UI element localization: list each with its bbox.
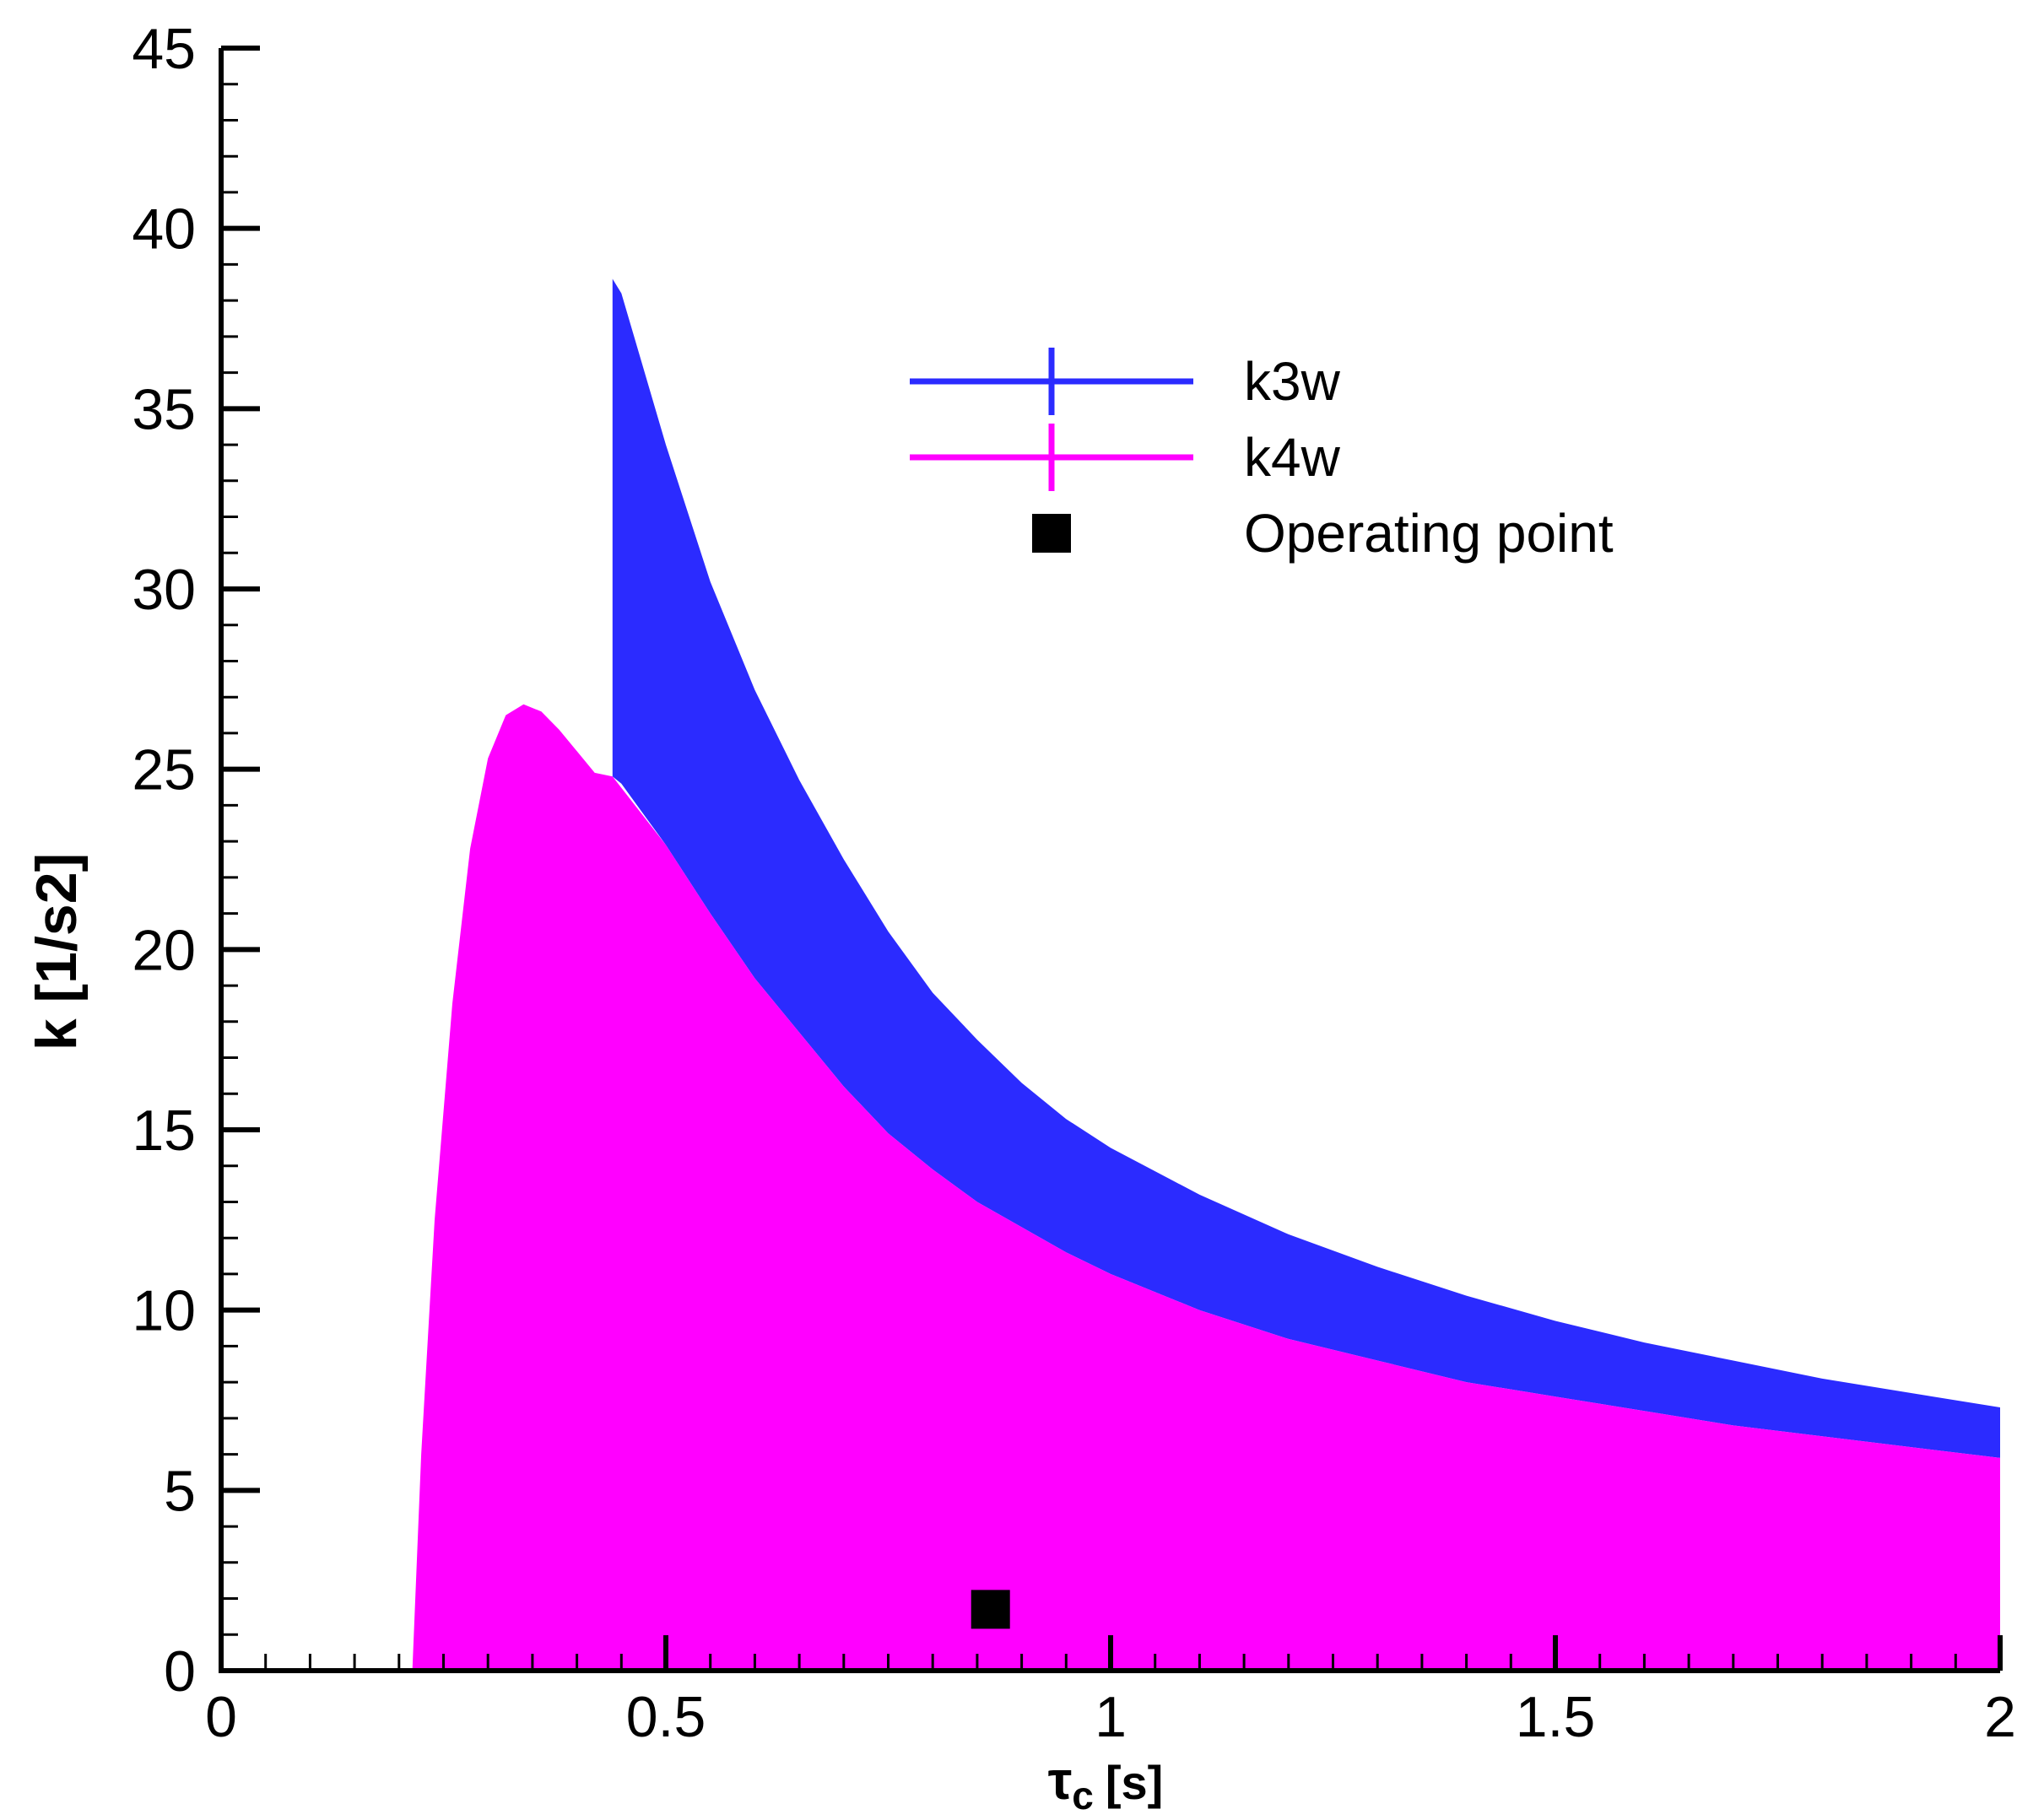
y-axis-label: k [1/s2] [24, 853, 89, 1050]
x-tick-label: 1.5 [1516, 1685, 1596, 1749]
y-tick-label: 0 [164, 1639, 196, 1704]
area-layer [412, 278, 2001, 1671]
legend-label: k4w [1244, 427, 1341, 488]
x-axis-label-main: τ [1048, 1750, 1073, 1811]
x-tick-label: 1 [1095, 1685, 1127, 1749]
x-axis-label-unit: [s] [1106, 1756, 1163, 1809]
y-tick-label: 20 [132, 918, 196, 982]
legend-square-marker [1032, 514, 1071, 553]
legend-label: Operating point [1244, 503, 1614, 564]
x-tick-label: 2 [1984, 1685, 2016, 1749]
x-axis-label-sub: c [1072, 1774, 1094, 1817]
series-area-k3w [612, 278, 2000, 1458]
y-tick-label: 10 [132, 1279, 196, 1343]
y-tick-label: 5 [164, 1459, 196, 1523]
legend: k3w k4w Operating point [910, 348, 1614, 564]
point-layer [971, 1590, 1010, 1629]
x-tick-label: 0.5 [626, 1685, 706, 1749]
y-tick-label: 15 [132, 1099, 196, 1163]
y-tick-label: 25 [132, 738, 196, 802]
y-tick-label: 40 [132, 197, 196, 262]
y-tick-label: 45 [132, 17, 196, 81]
legend-label: k3w [1244, 351, 1341, 412]
y-tick-label: 35 [132, 377, 196, 441]
series-area-k4w [412, 704, 2001, 1671]
operating-point-marker [971, 1590, 1010, 1629]
y-tick-label: 30 [132, 558, 196, 622]
x-axis-label: τc [s] [1048, 1750, 1164, 1817]
x-tick-label: 0 [205, 1685, 237, 1749]
